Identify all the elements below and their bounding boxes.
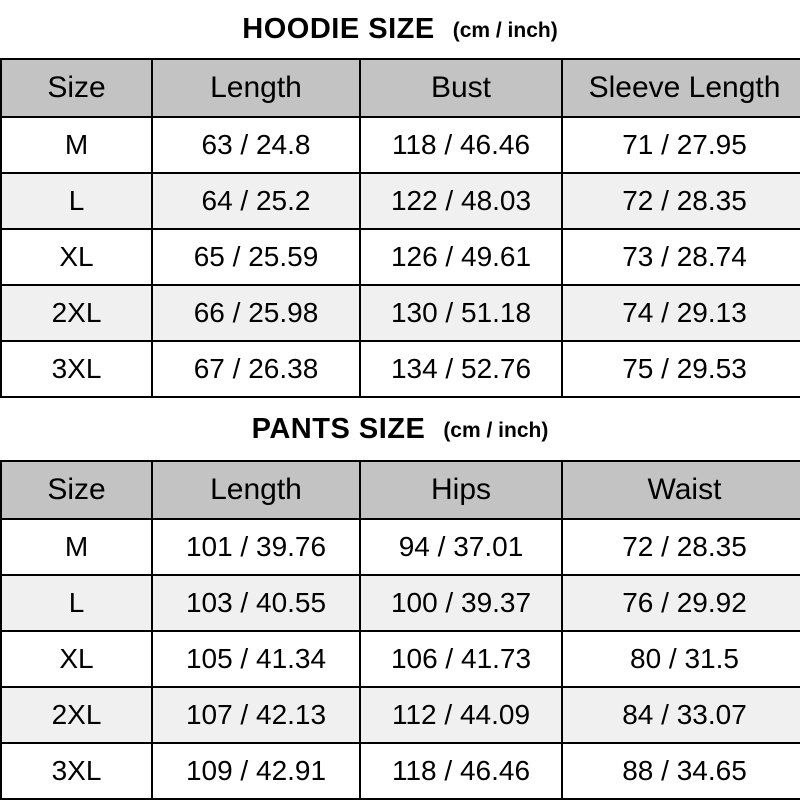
size-cell: 2XL bbox=[0, 284, 153, 342]
measurement-cell: 118 / 46.46 bbox=[359, 116, 563, 174]
table-row: 3XL 67 / 26.38 134 / 52.76 75 / 29.53 bbox=[0, 340, 800, 398]
table-row: L 103 / 40.55 100 / 39.37 76 / 29.92 bbox=[0, 574, 800, 632]
measurement-cell: 101 / 39.76 bbox=[151, 518, 361, 576]
measurement-cell: 72 / 28.35 bbox=[561, 518, 800, 576]
measurement-cell: 67 / 26.38 bbox=[151, 340, 361, 398]
pants-header-row: Size Length Hips Waist bbox=[0, 460, 800, 520]
hoodie-unit-label: (cm / inch) bbox=[452, 18, 558, 42]
pants-size-table: Size Length Hips Waist M 101 / 39.76 94 / 37.… bbox=[0, 460, 800, 800]
table-row: 3XL 109 / 42.91 118 / 46.46 88 / 34.65 bbox=[0, 742, 800, 800]
size-cell: M bbox=[0, 518, 153, 576]
size-cell: L bbox=[0, 172, 153, 230]
measurement-cell: 109 / 42.91 bbox=[151, 742, 361, 800]
table-row: M 101 / 39.76 94 / 37.01 72 / 28.35 bbox=[0, 518, 800, 576]
measurement-cell: 105 / 41.34 bbox=[151, 630, 361, 688]
size-cell: 3XL bbox=[0, 340, 153, 398]
measurement-cell: 107 / 42.13 bbox=[151, 686, 361, 744]
size-cell: M bbox=[0, 116, 153, 174]
measurement-cell: 126 / 49.61 bbox=[359, 228, 563, 286]
measurement-cell: 84 / 33.07 bbox=[561, 686, 800, 744]
size-cell: 2XL bbox=[0, 686, 153, 744]
measurement-cell: 73 / 28.74 bbox=[561, 228, 800, 286]
size-cell: L bbox=[0, 574, 153, 632]
measurement-cell: 118 / 46.46 bbox=[359, 742, 563, 800]
table-row: M 63 / 24.8 118 / 46.46 71 / 27.95 bbox=[0, 116, 800, 174]
table-row: L 64 / 25.2 122 / 48.03 72 / 28.35 bbox=[0, 172, 800, 230]
measurement-cell: 66 / 25.98 bbox=[151, 284, 361, 342]
column-header: Size bbox=[0, 58, 153, 118]
table-row: 2XL 107 / 42.13 112 / 44.09 84 / 33.07 bbox=[0, 686, 800, 744]
column-header: Waist bbox=[561, 460, 800, 520]
measurement-cell: 103 / 40.55 bbox=[151, 574, 361, 632]
measurement-cell: 88 / 34.65 bbox=[561, 742, 800, 800]
table-row: XL 105 / 41.34 106 / 41.73 80 / 31.5 bbox=[0, 630, 800, 688]
pants-size-title: PANTS SIZE bbox=[251, 412, 426, 445]
measurement-cell: 76 / 29.92 bbox=[561, 574, 800, 632]
measurement-cell: 72 / 28.35 bbox=[561, 172, 800, 230]
measurement-cell: 71 / 27.95 bbox=[561, 116, 800, 174]
measurement-cell: 130 / 51.18 bbox=[359, 284, 563, 342]
pants-title-block: PANTS SIZE (cm / inch) bbox=[0, 398, 800, 460]
size-cell: XL bbox=[0, 630, 153, 688]
table-row: XL 65 / 25.59 126 / 49.61 73 / 28.74 bbox=[0, 228, 800, 286]
measurement-cell: 122 / 48.03 bbox=[359, 172, 563, 230]
column-header: Bust bbox=[359, 58, 563, 118]
hoodie-header-row: Size Length Bust Sleeve Length bbox=[0, 58, 800, 118]
pants-unit-label: (cm / inch) bbox=[443, 418, 549, 442]
measurement-cell: 74 / 29.13 bbox=[561, 284, 800, 342]
measurement-cell: 63 / 24.8 bbox=[151, 116, 361, 174]
measurement-cell: 80 / 31.5 bbox=[561, 630, 800, 688]
measurement-cell: 100 / 39.37 bbox=[359, 574, 563, 632]
measurement-cell: 112 / 44.09 bbox=[359, 686, 563, 744]
column-header: Hips bbox=[359, 460, 563, 520]
column-header: Length bbox=[151, 460, 361, 520]
measurement-cell: 75 / 29.53 bbox=[561, 340, 800, 398]
hoodie-size-table: Size Length Bust Sleeve Length M 63 / 24.8 11… bbox=[0, 58, 800, 398]
size-cell: 3XL bbox=[0, 742, 153, 800]
measurement-cell: 134 / 52.76 bbox=[359, 340, 563, 398]
measurement-cell: 65 / 25.59 bbox=[151, 228, 361, 286]
column-header: Length bbox=[151, 58, 361, 118]
column-header: Sleeve Length bbox=[561, 58, 800, 118]
table-row: 2XL 66 / 25.98 130 / 51.18 74 / 29.13 bbox=[0, 284, 800, 342]
column-header: Size bbox=[0, 460, 153, 520]
hoodie-title-block: HOODIE SIZE (cm / inch) bbox=[0, 0, 800, 58]
measurement-cell: 106 / 41.73 bbox=[359, 630, 563, 688]
size-cell: XL bbox=[0, 228, 153, 286]
measurement-cell: 94 / 37.01 bbox=[359, 518, 563, 576]
hoodie-size-title: HOODIE SIZE bbox=[242, 12, 435, 45]
measurement-cell: 64 / 25.2 bbox=[151, 172, 361, 230]
